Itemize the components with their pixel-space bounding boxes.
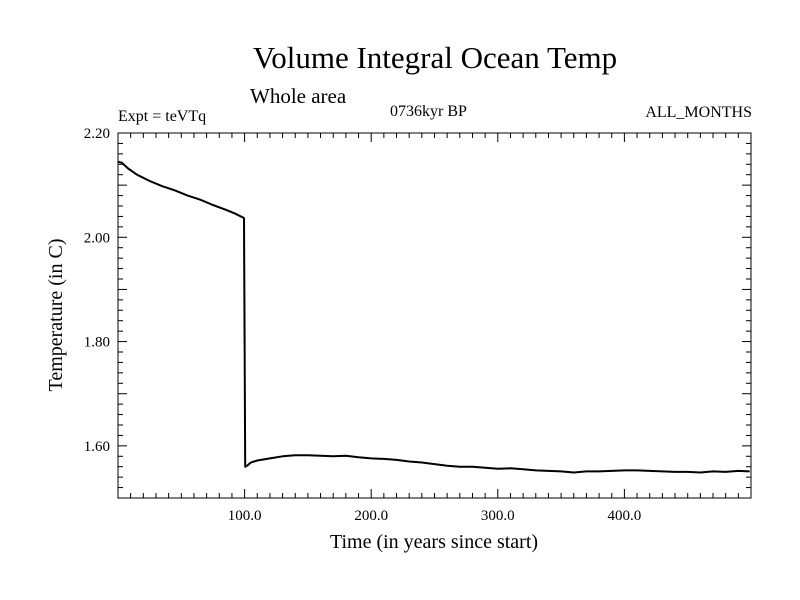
y-axis: 1.60 1.80 2.00 2.20: [84, 126, 751, 489]
series-group: [117, 160, 750, 474]
chart-subtitle: Whole area: [250, 84, 347, 108]
x-tick-label: 400.0: [608, 508, 642, 524]
experiment-label: Expt = teVTq: [118, 108, 207, 125]
x-tick-label: 300.0: [481, 508, 515, 524]
x-axis: 100.0 200.0 300.0 400.0: [130, 133, 739, 524]
chart-title: Volume Integral Ocean Temp: [252, 40, 618, 75]
y-tick-label: 1.80: [84, 335, 110, 351]
y-tick-label: 2.20: [84, 126, 110, 142]
x-axis-label: Time (in years since start): [330, 531, 538, 553]
y-axis-label: Temperature (in C): [45, 239, 67, 392]
y-tick-label: 1.60: [84, 439, 110, 455]
y-tick-label: 2.00: [84, 230, 110, 246]
x-tick-label: 100.0: [228, 508, 262, 524]
plot-frame: [117, 132, 752, 499]
series-line: [117, 160, 750, 474]
period-label: 0736kyr BP: [390, 103, 467, 120]
months-label: ALL_MONTHS: [645, 104, 752, 121]
x-tick-label: 200.0: [354, 508, 388, 524]
